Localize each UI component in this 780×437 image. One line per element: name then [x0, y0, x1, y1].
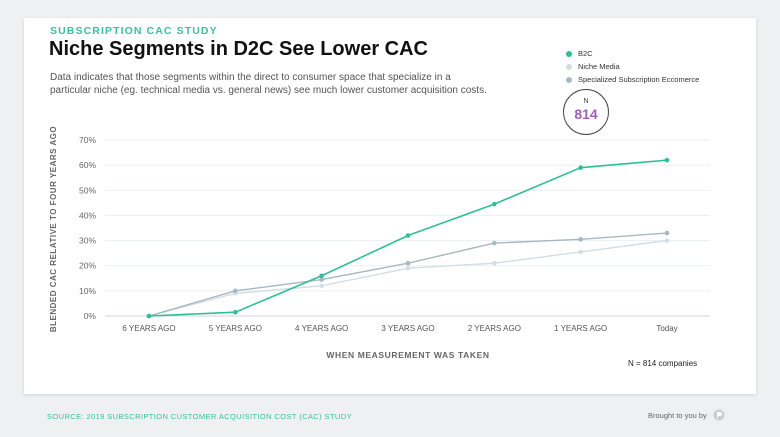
- data-point-niche-media: [319, 283, 324, 289]
- y-tick-label: 30%: [79, 236, 96, 246]
- x-axis-label: WHEN MEASUREMENT WAS TAKEN: [326, 350, 489, 360]
- data-point-specialized-subscription-eccomerce: [578, 237, 583, 242]
- y-tick-label: 20%: [79, 261, 96, 271]
- x-tick-label: 1 YEARS AGO: [554, 324, 607, 333]
- data-point-b2c: [664, 157, 670, 163]
- chart-card: [24, 18, 756, 394]
- legend-swatch-niche-media: [566, 63, 572, 70]
- y-tick-label: 0%: [84, 311, 97, 321]
- data-point-b2c: [578, 165, 583, 170]
- brand-logo-icon: [713, 409, 725, 421]
- data-point-niche-media: [492, 260, 497, 266]
- data-point-specialized-subscription-eccomerce: [492, 240, 497, 246]
- data-point-niche-media: [578, 249, 583, 255]
- legend-label-b2c: B2C: [578, 49, 593, 58]
- x-tick-label: 4 YEARS AGO: [295, 324, 348, 333]
- source-note: SOURCE: 2019 SUBSCRIPTION CUSTOMER ACQUI…: [47, 412, 352, 421]
- legend-label-specialized: Specialized Subscription Eccomerce: [578, 75, 700, 84]
- y-tick-label: 60%: [79, 160, 96, 170]
- data-point-b2c: [319, 273, 324, 279]
- y-tick-label: 50%: [79, 185, 96, 195]
- badge-letter: N: [583, 98, 589, 105]
- series-line-specialized-subscription-eccomerce: [148, 232, 668, 317]
- legend-label-niche-media: Niche Media: [578, 62, 620, 71]
- sample-size-badge: N 814: [563, 89, 609, 135]
- data-point-b2c: [146, 313, 152, 319]
- y-tick-label: 10%: [79, 286, 96, 296]
- data-point-niche-media: [405, 265, 411, 271]
- data-point-niche-media: [664, 238, 670, 243]
- x-tick-label: 3 YEARS AGO: [381, 324, 434, 333]
- brought-label: Brought to you by: [648, 410, 707, 420]
- data-point-b2c: [405, 233, 411, 238]
- legend-swatch-specialized: [566, 76, 572, 83]
- chart-legend: B2C Niche Media Specialized Subscription…: [566, 47, 699, 86]
- y-tick-label: 70%: [79, 135, 96, 145]
- y-tick-label: 40%: [79, 210, 96, 220]
- legend-item-specialized: Specialized Subscription Eccomerce: [566, 73, 699, 86]
- data-point-b2c: [492, 201, 497, 207]
- series-line-niche-media: [148, 239, 668, 317]
- badge-value: 814: [574, 106, 598, 122]
- sample-size-note: N = 814 companies: [628, 359, 698, 368]
- data-point-specialized-subscription-eccomerce: [405, 260, 411, 266]
- legend-swatch-b2c: [566, 50, 572, 57]
- x-tick-label: 6 YEARS AGO: [122, 324, 175, 333]
- x-tick-label: Today: [656, 324, 677, 333]
- legend-item-b2c: B2C: [566, 47, 699, 60]
- y-axis-label: BLENDED CAC RELATIVE TO FOUR YEARS AGO: [49, 126, 58, 332]
- x-tick-label: 5 YEARS AGO: [209, 324, 262, 333]
- data-point-specialized-subscription-eccomerce: [664, 230, 670, 236]
- brought-to-you-by: Brought to you by: [648, 409, 725, 421]
- data-point-b2c: [233, 309, 238, 315]
- chart-kicker: SUBSCRIPTION CAC STUDY: [50, 25, 218, 37]
- x-tick-label: 2 YEARS AGO: [468, 324, 521, 333]
- chart-description: Data indicates that those segments withi…: [50, 72, 487, 96]
- chart-title: Niche Segments in D2C See Lower CAC: [49, 38, 428, 60]
- data-point-specialized-subscription-eccomerce: [233, 288, 238, 294]
- data-point-specialized-subscription-eccomerce: [319, 277, 324, 282]
- legend-item-niche-media: Niche Media: [566, 60, 699, 73]
